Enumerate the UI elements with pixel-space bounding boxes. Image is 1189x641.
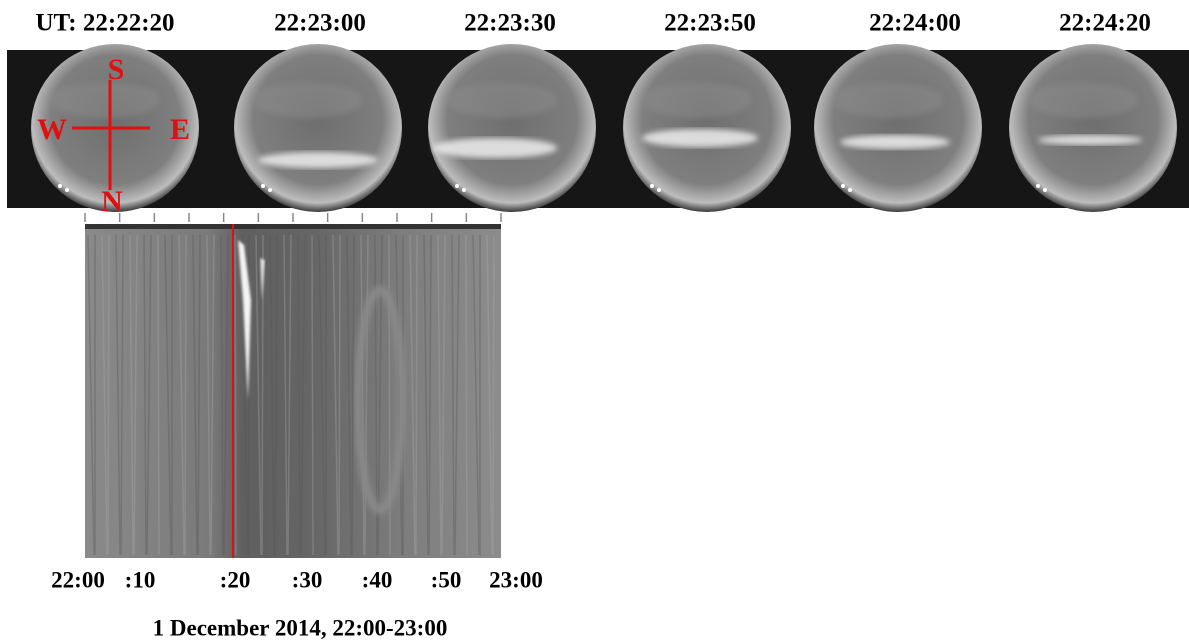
sky-disk xyxy=(1009,44,1177,212)
city-light xyxy=(268,188,272,192)
cloud xyxy=(642,82,752,118)
city-light xyxy=(1036,184,1040,188)
sky-disk xyxy=(428,44,596,212)
city-light xyxy=(462,188,466,192)
streak xyxy=(416,235,417,555)
panel-label: 22:23:30 xyxy=(464,10,556,37)
streak xyxy=(108,235,109,555)
compass-west: W xyxy=(37,113,67,146)
sky-disk xyxy=(623,44,791,212)
caption: 1 December 2014, 22:00-23:00 xyxy=(153,615,448,640)
streak xyxy=(158,235,159,555)
figure: S W E N UT: 22:22:20 22:23:00 22:23:30 22:2… xyxy=(0,0,1189,641)
ticks xyxy=(85,213,501,222)
time-label: 23:00 xyxy=(489,567,543,592)
aurora-arc xyxy=(642,129,758,147)
cloud xyxy=(833,82,943,118)
time-label: :30 xyxy=(292,567,323,592)
time-label: :40 xyxy=(362,567,393,592)
city-light xyxy=(65,188,69,192)
cloud xyxy=(253,82,363,118)
aurora-arc xyxy=(840,135,950,149)
streak xyxy=(339,235,340,555)
keogram-top xyxy=(85,224,501,229)
aurora-arc xyxy=(1038,135,1142,145)
panel-label: 22:23:00 xyxy=(274,10,366,37)
compass-east: E xyxy=(170,113,190,146)
panel-label: UT: 22:22:20 xyxy=(35,10,174,37)
city-light xyxy=(261,184,265,188)
compass-north: N xyxy=(101,185,123,218)
time-label: :10 xyxy=(125,567,156,592)
city-light xyxy=(650,184,654,188)
compass-south: S xyxy=(108,53,125,86)
city-light xyxy=(848,188,852,192)
cloud xyxy=(1028,82,1138,118)
streak xyxy=(466,235,467,555)
sky-disk xyxy=(814,44,982,212)
city-light xyxy=(657,188,661,192)
aurora-arc xyxy=(433,138,557,158)
time-label: :20 xyxy=(220,567,251,592)
city-light xyxy=(455,184,459,188)
panel-label: 22:24:00 xyxy=(869,10,961,37)
streak xyxy=(312,235,313,555)
streak xyxy=(493,235,494,555)
aurora-arc xyxy=(258,152,378,168)
panel-label: 22:23:50 xyxy=(664,10,756,37)
city-light xyxy=(841,184,845,188)
sky-disk xyxy=(234,44,402,212)
city-light xyxy=(58,184,62,188)
city-light xyxy=(1043,188,1047,192)
cloud xyxy=(447,82,557,118)
streak xyxy=(235,235,236,555)
keogram xyxy=(85,213,501,558)
streak xyxy=(185,235,186,555)
time-label: :50 xyxy=(431,567,462,592)
time-label: 22:00 xyxy=(51,567,105,592)
panel-label: 22:24:20 xyxy=(1059,10,1151,37)
